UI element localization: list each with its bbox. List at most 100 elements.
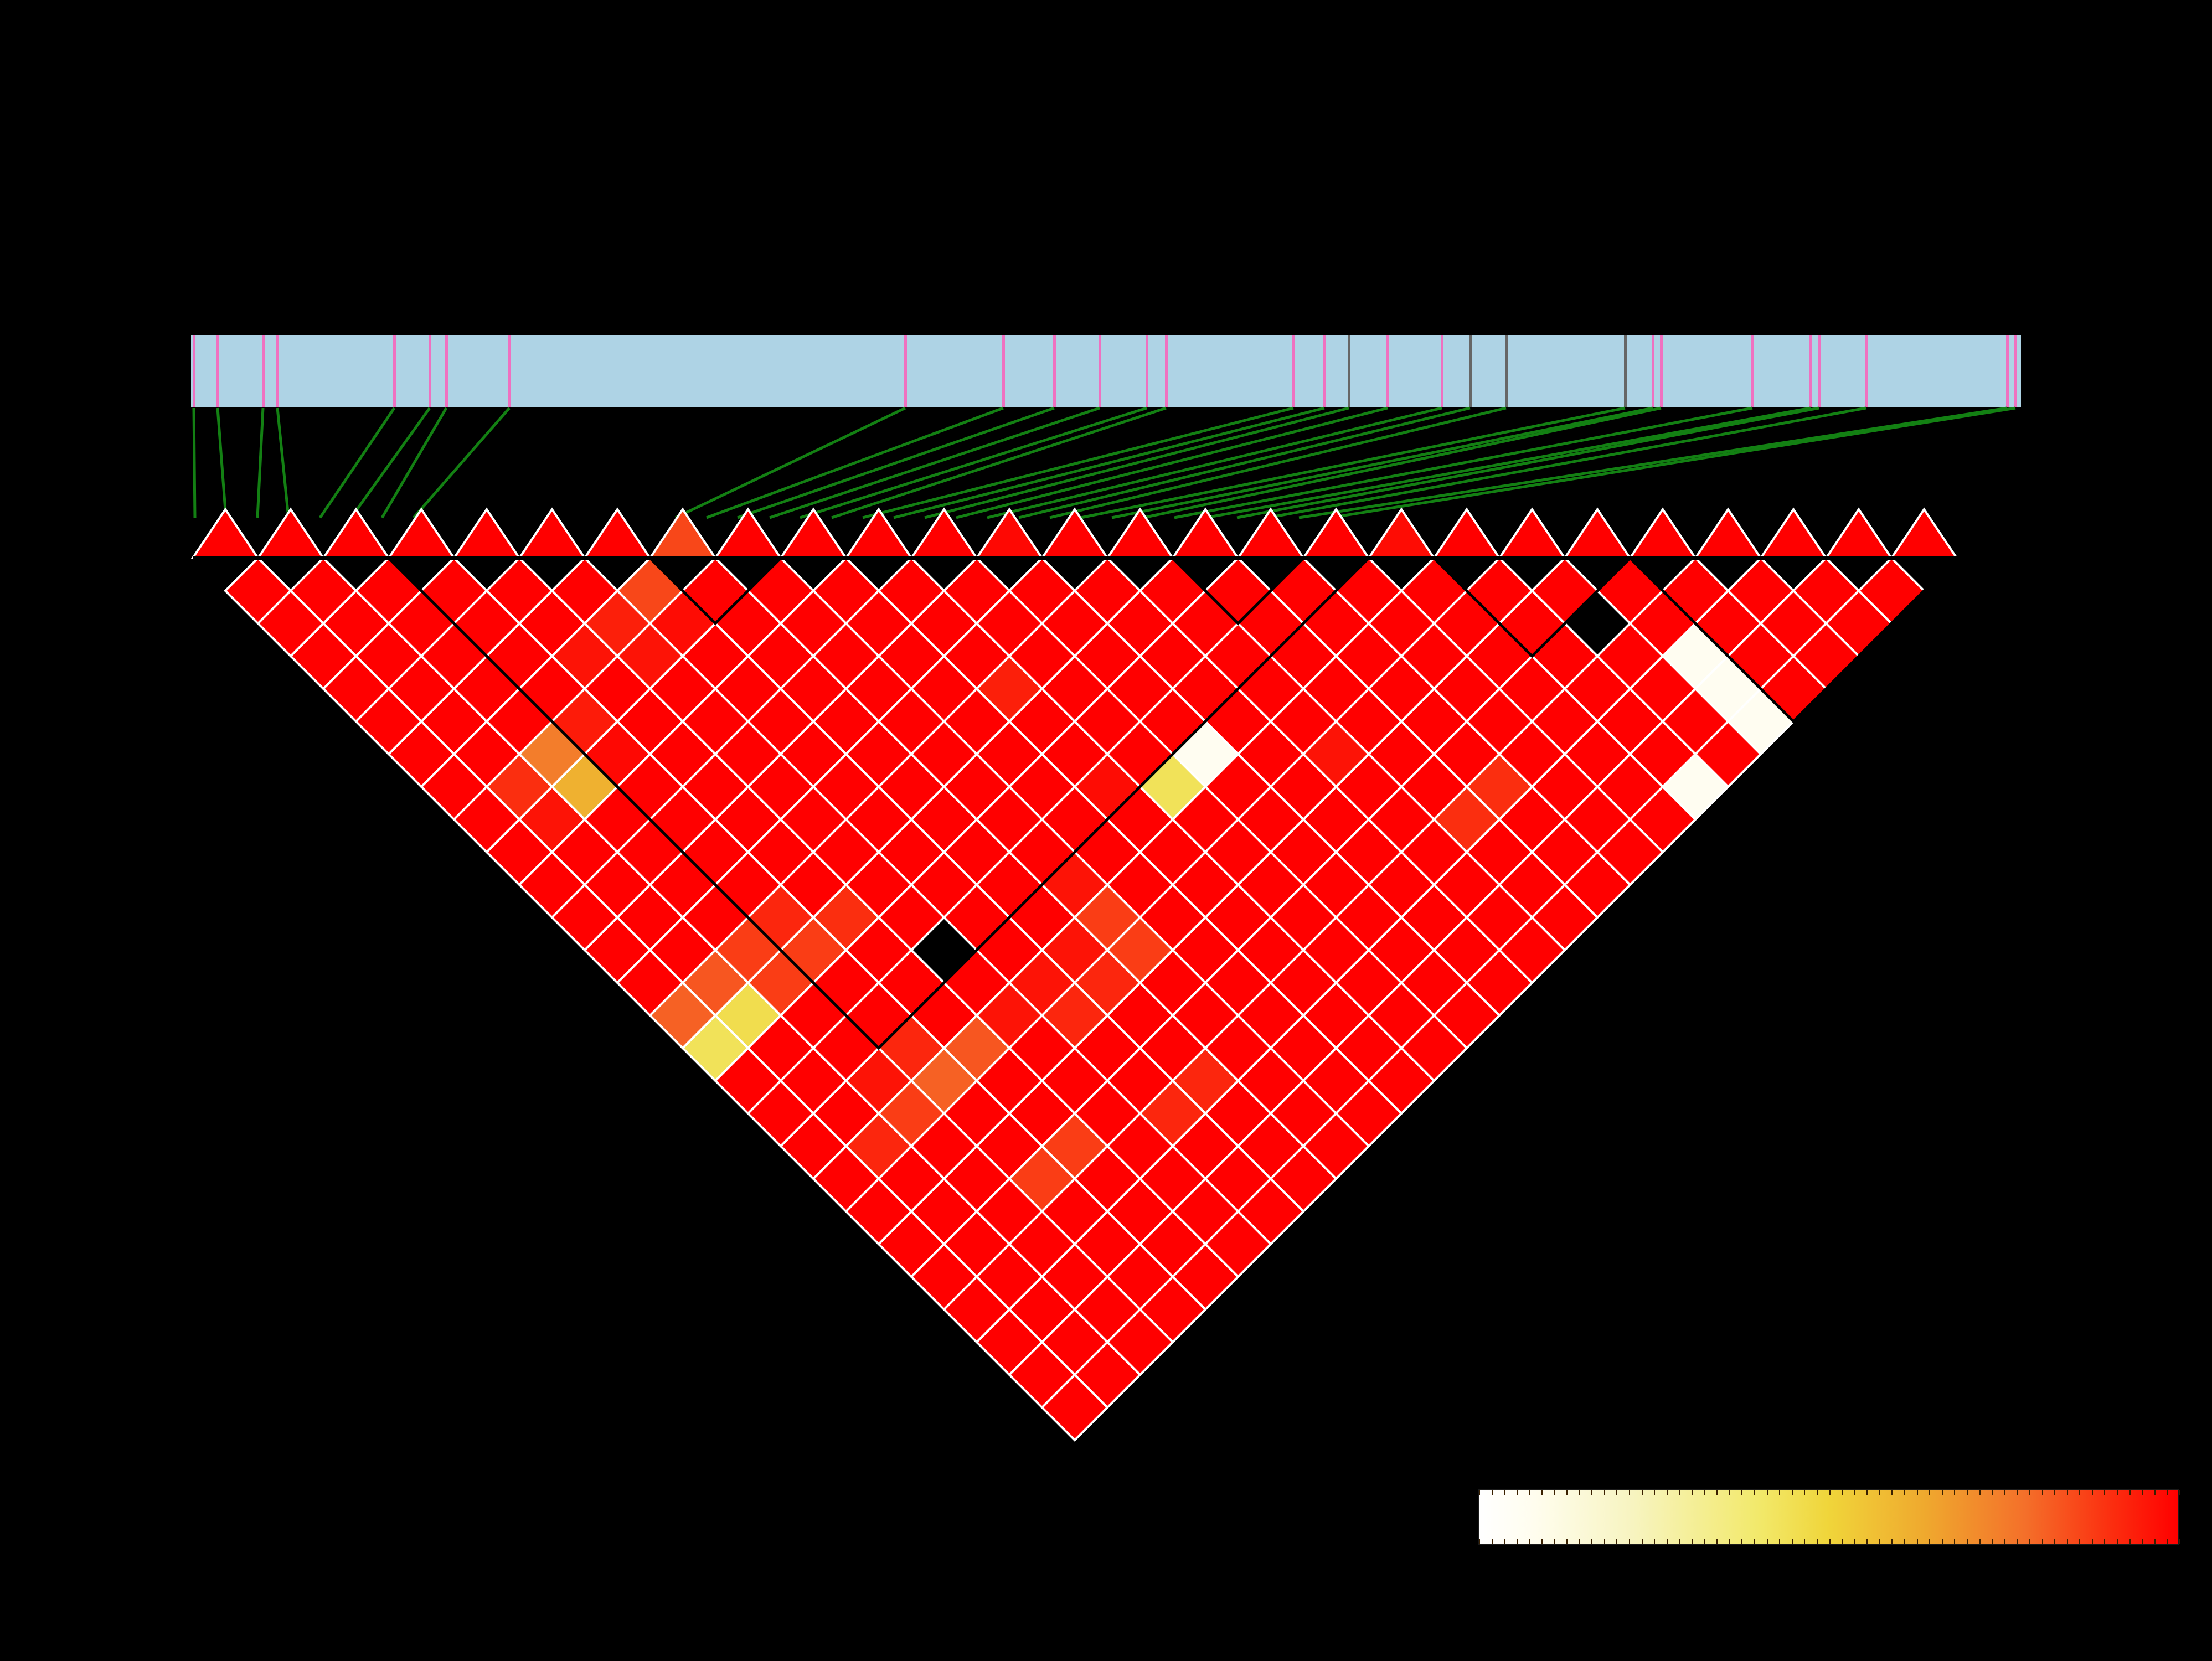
chromosome-region-bar [191, 335, 2021, 407]
snp-tick-12 [1146, 335, 1148, 407]
color-scale-tick-bottom-43 [2017, 1539, 2018, 1544]
color-scale-tick-top-24 [1779, 1490, 1781, 1495]
snp-tick-28 [2006, 335, 2009, 407]
haplotype-block-outline-3[interactable] [1430, 556, 1634, 658]
color-scale-tick-bottom-8 [1579, 1539, 1580, 1544]
marker-self-triangle-26[interactable] [1889, 507, 1959, 559]
marker-self-triangle-12[interactable] [974, 507, 1044, 559]
marker-self-triangle-6[interactable] [582, 507, 652, 559]
marker-self-triangle-19[interactable] [1432, 507, 1502, 559]
color-scale-tick-top-2 [1504, 1490, 1505, 1495]
color-scale-tick-top-6 [1554, 1490, 1555, 1495]
haplotype-block-outline-1[interactable] [385, 556, 1373, 1050]
snp-tick-19 [1469, 335, 1472, 407]
color-scale-tick-top-47 [2066, 1490, 2068, 1495]
marker-self-triangle-13[interactable] [1040, 507, 1110, 559]
marker-self-triangle-16[interactable] [1236, 507, 1306, 559]
color-scale-tick-bottom-15 [1666, 1539, 1668, 1544]
color-scale-tick-top-53 [2142, 1490, 2143, 1495]
color-scale-tick-top-21 [1741, 1490, 1743, 1495]
color-scale-tick-bottom-44 [2029, 1539, 2030, 1544]
color-scale-tick-bottom-56 [2179, 1539, 2180, 1544]
marker-self-triangle-11[interactable] [909, 507, 979, 559]
color-scale-tick-bottom-42 [2004, 1539, 2005, 1544]
connector-line-22 [1111, 406, 1653, 519]
marker-self-triangle-2[interactable] [321, 507, 391, 559]
marker-self-triangle-21[interactable] [1563, 507, 1632, 559]
color-scale-tick-top-32 [1879, 1490, 1880, 1495]
snp-tick-1 [216, 335, 219, 407]
marker-self-triangle-17[interactable] [1301, 507, 1371, 559]
snp-tick-16 [1348, 335, 1350, 407]
color-scale-tick-bottom-14 [1654, 1539, 1656, 1544]
connector-line-19 [1018, 406, 1471, 519]
color-scale-tick-top-45 [2041, 1490, 2043, 1495]
color-scale-tick-top-3 [1516, 1490, 1518, 1495]
color-scale-tick-bottom-13 [1641, 1539, 1643, 1544]
color-scale-tick-top-33 [1891, 1490, 1893, 1495]
color-scale-tick-bottom-41 [1992, 1539, 1993, 1544]
marker-self-triangle-14[interactable] [1105, 507, 1175, 559]
marker-self-triangle-8[interactable] [713, 507, 783, 559]
marker-self-triangle-24[interactable] [1759, 507, 1828, 559]
color-scale-tick-top-35 [1916, 1490, 1918, 1495]
color-scale-tick-top-36 [1929, 1490, 1931, 1495]
connector-line-14 [862, 406, 1294, 519]
color-scale-tick-bottom-22 [1754, 1539, 1755, 1544]
marker-self-triangle-3[interactable] [386, 507, 456, 559]
snp-tick-22 [1652, 335, 1654, 407]
marker-self-triangle-20[interactable] [1497, 507, 1567, 559]
marker-self-triangle-15[interactable] [1171, 507, 1240, 559]
marker-self-triangle-18[interactable] [1367, 507, 1436, 559]
connector-line-11 [769, 406, 1100, 519]
color-scale-tick-top-34 [1904, 1490, 1906, 1495]
color-scale-tick-bottom-24 [1779, 1539, 1781, 1544]
snp-tick-20 [1505, 335, 1508, 407]
color-scale-tick-bottom-40 [1979, 1539, 1981, 1544]
color-scale-tick-bottom-25 [1791, 1539, 1793, 1544]
color-scale-tick-bottom-52 [2129, 1539, 2131, 1544]
color-scale-tick-bottom-7 [1566, 1539, 1568, 1544]
color-scale-tick-bottom-18 [1704, 1539, 1705, 1544]
color-scale-tick-top-46 [2054, 1490, 2056, 1495]
color-scale-tick-bottom-6 [1554, 1539, 1555, 1544]
color-scale-tick-top-29 [1842, 1490, 1843, 1495]
connector-line-1 [216, 407, 228, 518]
color-scale-tick-top-9 [1591, 1490, 1593, 1495]
color-scale-tick-bottom-12 [1629, 1539, 1631, 1544]
ld-cell-0-26[interactable] [1040, 1373, 1109, 1442]
color-scale-tick-bottom-16 [1679, 1539, 1680, 1544]
marker-self-triangle-10[interactable] [844, 507, 914, 559]
marker-self-triangle-7[interactable] [648, 507, 718, 559]
color-scale-tick-bottom-0 [1479, 1539, 1480, 1544]
marker-self-triangle-4[interactable] [452, 507, 522, 559]
connector-line-18 [987, 406, 1442, 519]
marker-self-triangle-9[interactable] [778, 507, 848, 559]
color-scale-tick-bottom-28 [1829, 1539, 1831, 1544]
color-scale-tick-bottom-46 [2054, 1539, 2056, 1544]
marker-self-triangle-0[interactable] [190, 507, 260, 559]
haplotype-block-outline-4[interactable] [1626, 556, 1961, 724]
color-scale-tick-top-43 [2017, 1490, 2018, 1495]
snp-tick-4 [393, 335, 396, 407]
connector-line-0 [192, 407, 197, 518]
marker-self-triangle-5[interactable] [517, 507, 587, 559]
connector-line-2 [256, 407, 265, 518]
color-scale-tick-bottom-23 [1766, 1539, 1768, 1544]
marker-self-triangle-1[interactable] [256, 507, 326, 559]
marker-self-triangle-25[interactable] [1824, 507, 1894, 559]
connector-line-12 [800, 406, 1147, 519]
color-scale-tick-top-38 [1954, 1490, 1956, 1495]
snp-tick-15 [1323, 335, 1326, 407]
marker-self-triangle-22[interactable] [1628, 507, 1698, 559]
color-scale-tick-top-54 [2154, 1490, 2156, 1495]
marker-self-triangle-23[interactable] [1693, 507, 1763, 559]
haplotype-block-outline-2[interactable] [1169, 556, 1307, 626]
snp-tick-8 [904, 335, 907, 407]
connector-line-29 [1330, 406, 2016, 519]
snp-tick-9 [1002, 335, 1005, 407]
snp-tick-3 [276, 335, 279, 407]
connector-line-23 [1143, 406, 1662, 519]
